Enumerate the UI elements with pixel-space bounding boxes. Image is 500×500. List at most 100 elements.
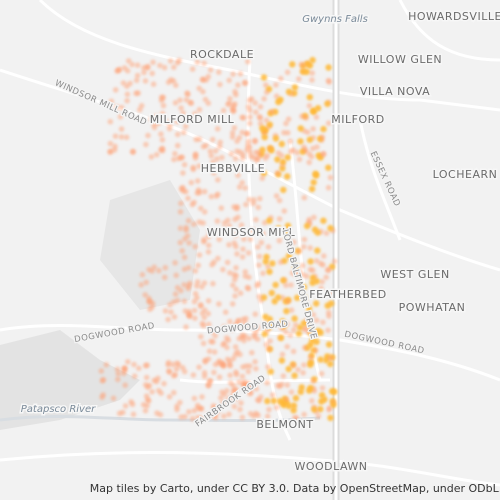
- point: [319, 385, 326, 391]
- point: [235, 172, 241, 179]
- point: [173, 272, 179, 279]
- point: [133, 90, 139, 97]
- point: [254, 336, 261, 343]
- point: [234, 348, 241, 355]
- water-label: Patapsco River: [21, 404, 96, 415]
- point: [310, 126, 316, 132]
- point: [139, 271, 146, 278]
- point: [225, 217, 231, 224]
- point: [303, 222, 311, 230]
- point: [268, 289, 275, 297]
- point: [246, 120, 253, 127]
- point: [231, 271, 237, 278]
- point: [196, 252, 203, 258]
- point: [210, 165, 216, 172]
- point: [249, 349, 255, 356]
- point: [302, 147, 309, 153]
- point: [186, 312, 193, 319]
- place-label: HOWARDSVILLE: [408, 10, 500, 23]
- point: [163, 118, 169, 125]
- point: [305, 305, 313, 312]
- point: [327, 355, 334, 362]
- point: [232, 101, 238, 107]
- point: [310, 145, 316, 152]
- point: [172, 150, 178, 157]
- point: [248, 153, 254, 159]
- point: [280, 373, 287, 379]
- point: [313, 114, 320, 120]
- point: [237, 406, 243, 413]
- point: [188, 100, 195, 106]
- point: [188, 179, 195, 186]
- point: [314, 327, 322, 335]
- point: [168, 77, 174, 83]
- point: [253, 216, 259, 223]
- point: [249, 227, 256, 233]
- water-label: Gwynns Falls: [302, 14, 368, 25]
- point: [273, 193, 280, 199]
- point: [239, 179, 245, 186]
- point: [325, 327, 331, 334]
- point: [269, 260, 276, 267]
- point: [118, 134, 125, 140]
- point: [317, 356, 324, 363]
- point: [276, 197, 283, 204]
- point: [181, 161, 188, 168]
- point: [178, 105, 184, 111]
- point: [205, 310, 211, 317]
- point: [211, 349, 218, 355]
- point: [277, 334, 285, 342]
- point: [283, 282, 289, 289]
- point: [100, 376, 107, 383]
- point: [325, 77, 332, 84]
- point: [291, 372, 298, 379]
- point: [274, 170, 281, 176]
- point: [313, 258, 320, 264]
- point: [295, 366, 301, 373]
- point: [315, 152, 322, 159]
- point: [297, 138, 304, 145]
- point: [304, 60, 311, 67]
- point: [279, 381, 285, 388]
- point: [297, 125, 304, 132]
- point: [201, 236, 207, 243]
- point: [230, 282, 236, 289]
- point: [191, 395, 198, 402]
- point: [269, 392, 276, 398]
- point: [284, 154, 291, 161]
- point: [270, 397, 278, 404]
- point: [227, 318, 233, 325]
- point: [245, 368, 252, 375]
- point: [231, 125, 238, 131]
- point: [254, 324, 261, 331]
- point: [275, 294, 282, 301]
- point: [265, 263, 271, 270]
- point: [171, 64, 177, 71]
- point: [161, 274, 168, 281]
- place-label: LOCHEARN: [433, 168, 498, 181]
- point: [205, 100, 212, 106]
- point: [294, 294, 301, 301]
- point: [273, 82, 279, 88]
- place-label: WILLOW GLEN: [358, 53, 442, 66]
- point: [310, 378, 317, 384]
- point: [285, 365, 292, 373]
- point: [183, 97, 190, 103]
- point: [227, 363, 234, 369]
- point: [181, 254, 188, 261]
- point: [201, 369, 208, 376]
- point: [239, 155, 246, 161]
- point: [143, 374, 150, 381]
- point: [143, 279, 149, 286]
- point: [256, 253, 263, 260]
- point: [116, 410, 123, 417]
- point: [192, 290, 199, 297]
- point: [248, 324, 255, 331]
- point: [253, 365, 259, 372]
- point: [260, 270, 266, 277]
- point: [217, 139, 223, 146]
- point: [280, 401, 288, 409]
- point: [304, 129, 311, 136]
- point: [216, 69, 222, 75]
- point: [306, 159, 313, 166]
